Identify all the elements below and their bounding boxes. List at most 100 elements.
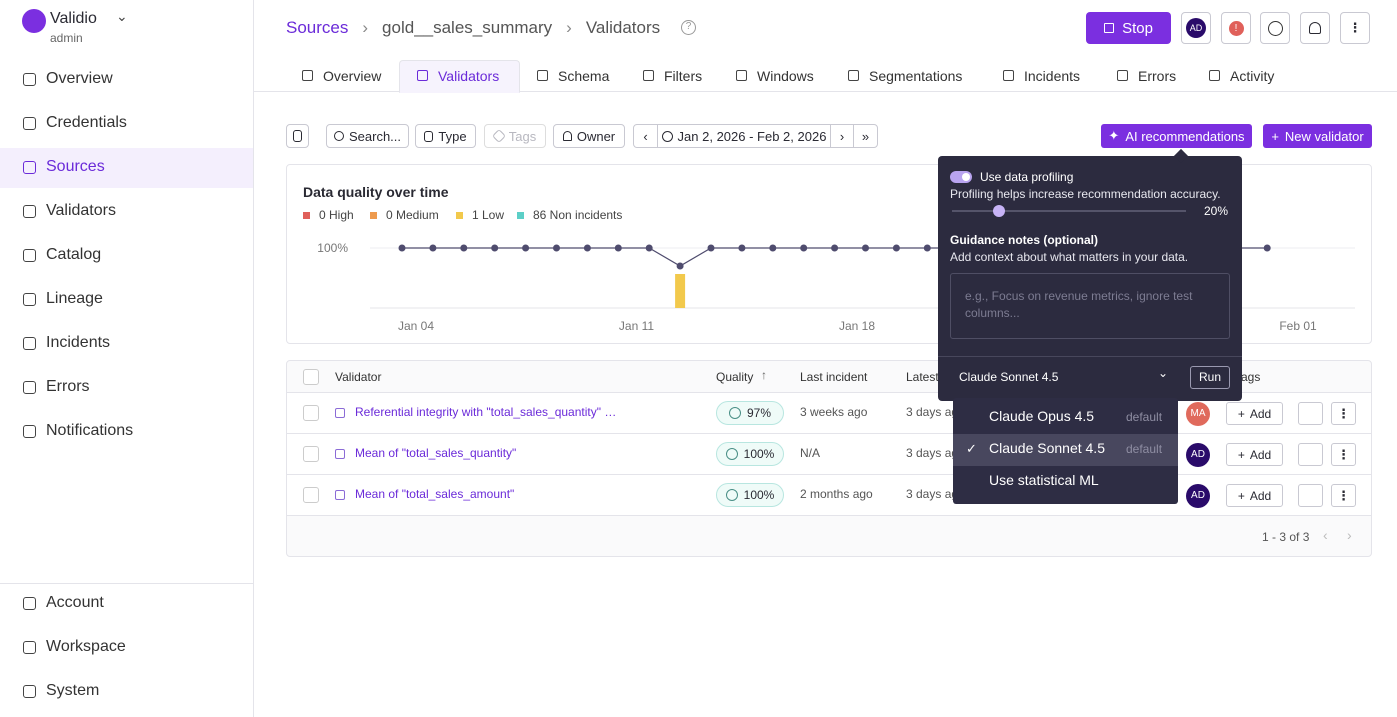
tab[interactable]: Windows bbox=[757, 68, 814, 84]
quality-value: 100% bbox=[743, 447, 775, 461]
header-checkbox[interactable] bbox=[303, 369, 319, 385]
chart-card bbox=[286, 164, 1372, 344]
date-last[interactable]: » bbox=[853, 124, 878, 148]
ai-recommendations-button[interactable]: ✦ AI recommendations bbox=[1101, 124, 1252, 148]
owner-filter[interactable]: Owner bbox=[553, 124, 625, 148]
clock-icon bbox=[661, 130, 673, 142]
nav-item[interactable]: Incidents bbox=[46, 334, 111, 351]
x-tick-label: Feb 01 bbox=[1279, 319, 1317, 333]
nav-item[interactable]: Errors bbox=[46, 378, 90, 395]
validator-name[interactable]: Mean of "total_sales_quantity" bbox=[355, 446, 517, 460]
validator-name[interactable]: Mean of "total_sales_amount" bbox=[355, 487, 515, 501]
guidance-input[interactable]: e.g., Focus on revenue metrics, ignore t… bbox=[950, 273, 1230, 339]
new-validator-button[interactable]: + New validator bbox=[1263, 124, 1372, 148]
profiling-toggle[interactable] bbox=[950, 171, 972, 183]
model-option[interactable]: Claude Opus 4.5 bbox=[989, 408, 1095, 424]
tab-icon bbox=[417, 70, 428, 81]
check-icon bbox=[725, 489, 738, 501]
legend-label: 86 Non incidents bbox=[533, 208, 623, 222]
wand-icon: ✦ bbox=[1108, 128, 1120, 143]
row-menu[interactable]: ⋮ bbox=[1331, 484, 1356, 507]
nav-item[interactable]: Lineage bbox=[46, 290, 103, 307]
tags-icon bbox=[491, 128, 506, 144]
tab[interactable]: Overview bbox=[323, 68, 382, 84]
nav-item[interactable]: Credentials bbox=[46, 114, 127, 131]
bookmark-button[interactable] bbox=[286, 124, 309, 148]
bell-icon bbox=[1309, 22, 1321, 34]
last-incident: N/A bbox=[800, 446, 821, 460]
row-checkbox[interactable] bbox=[303, 487, 319, 503]
row-menu[interactable]: ⋮ bbox=[1331, 443, 1356, 466]
owner-avatar: AD bbox=[1186, 443, 1210, 467]
tab-icon bbox=[302, 70, 313, 81]
legend-label: 1 Low bbox=[472, 208, 505, 222]
nav-icon bbox=[23, 641, 36, 654]
date-range[interactable]: Jan 2, 2026 - Feb 2, 2026 bbox=[657, 124, 831, 148]
validator-name[interactable]: Referential integrity with "total_sales_… bbox=[355, 405, 617, 419]
crumb[interactable]: gold__sales_summary bbox=[382, 18, 553, 37]
legend-label: 0 Medium bbox=[386, 208, 439, 222]
breadcrumb: Sources › gold__sales_summary › Validators bbox=[286, 17, 660, 39]
notify-button[interactable] bbox=[1298, 443, 1323, 466]
more-button[interactable]: ⋮ bbox=[1340, 12, 1370, 44]
chevron[interactable]: ⌄ bbox=[116, 8, 128, 24]
guidance-title: Guidance notes (optional) bbox=[950, 233, 1099, 247]
tab[interactable]: Validators bbox=[438, 68, 500, 84]
legend-swatch bbox=[370, 212, 377, 219]
date-next[interactable]: › bbox=[830, 124, 854, 148]
tab[interactable]: Schema bbox=[558, 68, 610, 84]
nav-item[interactable]: Notifications bbox=[46, 422, 134, 439]
quality-badge: 97% bbox=[716, 401, 784, 425]
tab[interactable]: Filters bbox=[664, 68, 703, 84]
row-checkbox[interactable] bbox=[303, 405, 319, 421]
latest-run: 3 days ago bbox=[906, 446, 965, 460]
model-chevron[interactable]: ⌄ bbox=[1158, 366, 1169, 380]
add-tag-button[interactable]: + Add bbox=[1226, 484, 1283, 507]
add-tag-button[interactable]: + Add bbox=[1226, 402, 1283, 425]
date-prev[interactable]: ‹ bbox=[633, 124, 658, 148]
type-filter[interactable]: Type bbox=[415, 124, 476, 148]
validator-icon bbox=[335, 490, 345, 500]
nav-item[interactable]: Validators bbox=[46, 202, 116, 219]
validator-icon bbox=[335, 408, 345, 418]
stop-button[interactable]: Stop bbox=[1086, 12, 1171, 44]
row-checkbox[interactable] bbox=[303, 446, 319, 462]
alert-button[interactable]: ! bbox=[1221, 12, 1251, 44]
row-menu[interactable]: ⋮ bbox=[1331, 402, 1356, 425]
tab-icon bbox=[1117, 70, 1128, 81]
model-option[interactable]: Use statistical ML bbox=[989, 472, 1099, 488]
chart-title: Data quality over time bbox=[303, 184, 449, 200]
plus-icon: + bbox=[1237, 447, 1245, 462]
tab[interactable]: Incidents bbox=[1024, 68, 1081, 84]
nav-item[interactable]: Workspace bbox=[46, 638, 126, 655]
model-option[interactable]: Claude Sonnet 4.5 bbox=[989, 440, 1105, 456]
add-tag-button[interactable]: + Add bbox=[1226, 443, 1283, 466]
info-icon bbox=[1267, 20, 1283, 36]
column-header: Quality bbox=[716, 370, 754, 384]
notify-button[interactable] bbox=[1298, 402, 1323, 425]
user-button[interactable]: AD bbox=[1181, 12, 1211, 44]
notify-button[interactable] bbox=[1298, 484, 1323, 507]
tab[interactable]: Errors bbox=[1138, 68, 1177, 84]
nav-active-bg bbox=[0, 148, 253, 188]
quality-badge: 100% bbox=[716, 442, 784, 466]
tab[interactable]: Activity bbox=[1230, 68, 1275, 84]
nav-item[interactable]: Overview bbox=[46, 70, 113, 87]
slider-track[interactable] bbox=[952, 210, 1186, 212]
model-select[interactable]: Claude Sonnet 4.5 bbox=[959, 370, 1059, 384]
owner-label: Owner bbox=[576, 128, 616, 144]
search-button[interactable]: Search... bbox=[326, 124, 409, 148]
tab[interactable]: Segmentations bbox=[869, 68, 963, 84]
nav-item[interactable]: Sources bbox=[46, 158, 105, 175]
help-icon[interactable]: ? bbox=[681, 20, 696, 35]
slider-knob[interactable] bbox=[992, 205, 1005, 217]
info-button[interactable] bbox=[1260, 12, 1290, 44]
nav-item[interactable]: Catalog bbox=[46, 246, 102, 263]
nav-item[interactable]: Account bbox=[46, 594, 104, 611]
nav-item[interactable]: System bbox=[46, 682, 100, 699]
bell-button[interactable] bbox=[1300, 12, 1330, 44]
sort-icon[interactable]: ↑ bbox=[761, 368, 767, 382]
run-button[interactable]: Run bbox=[1190, 366, 1230, 389]
owner-avatar: MA bbox=[1186, 402, 1210, 426]
crumb[interactable]: Sources bbox=[286, 18, 349, 37]
